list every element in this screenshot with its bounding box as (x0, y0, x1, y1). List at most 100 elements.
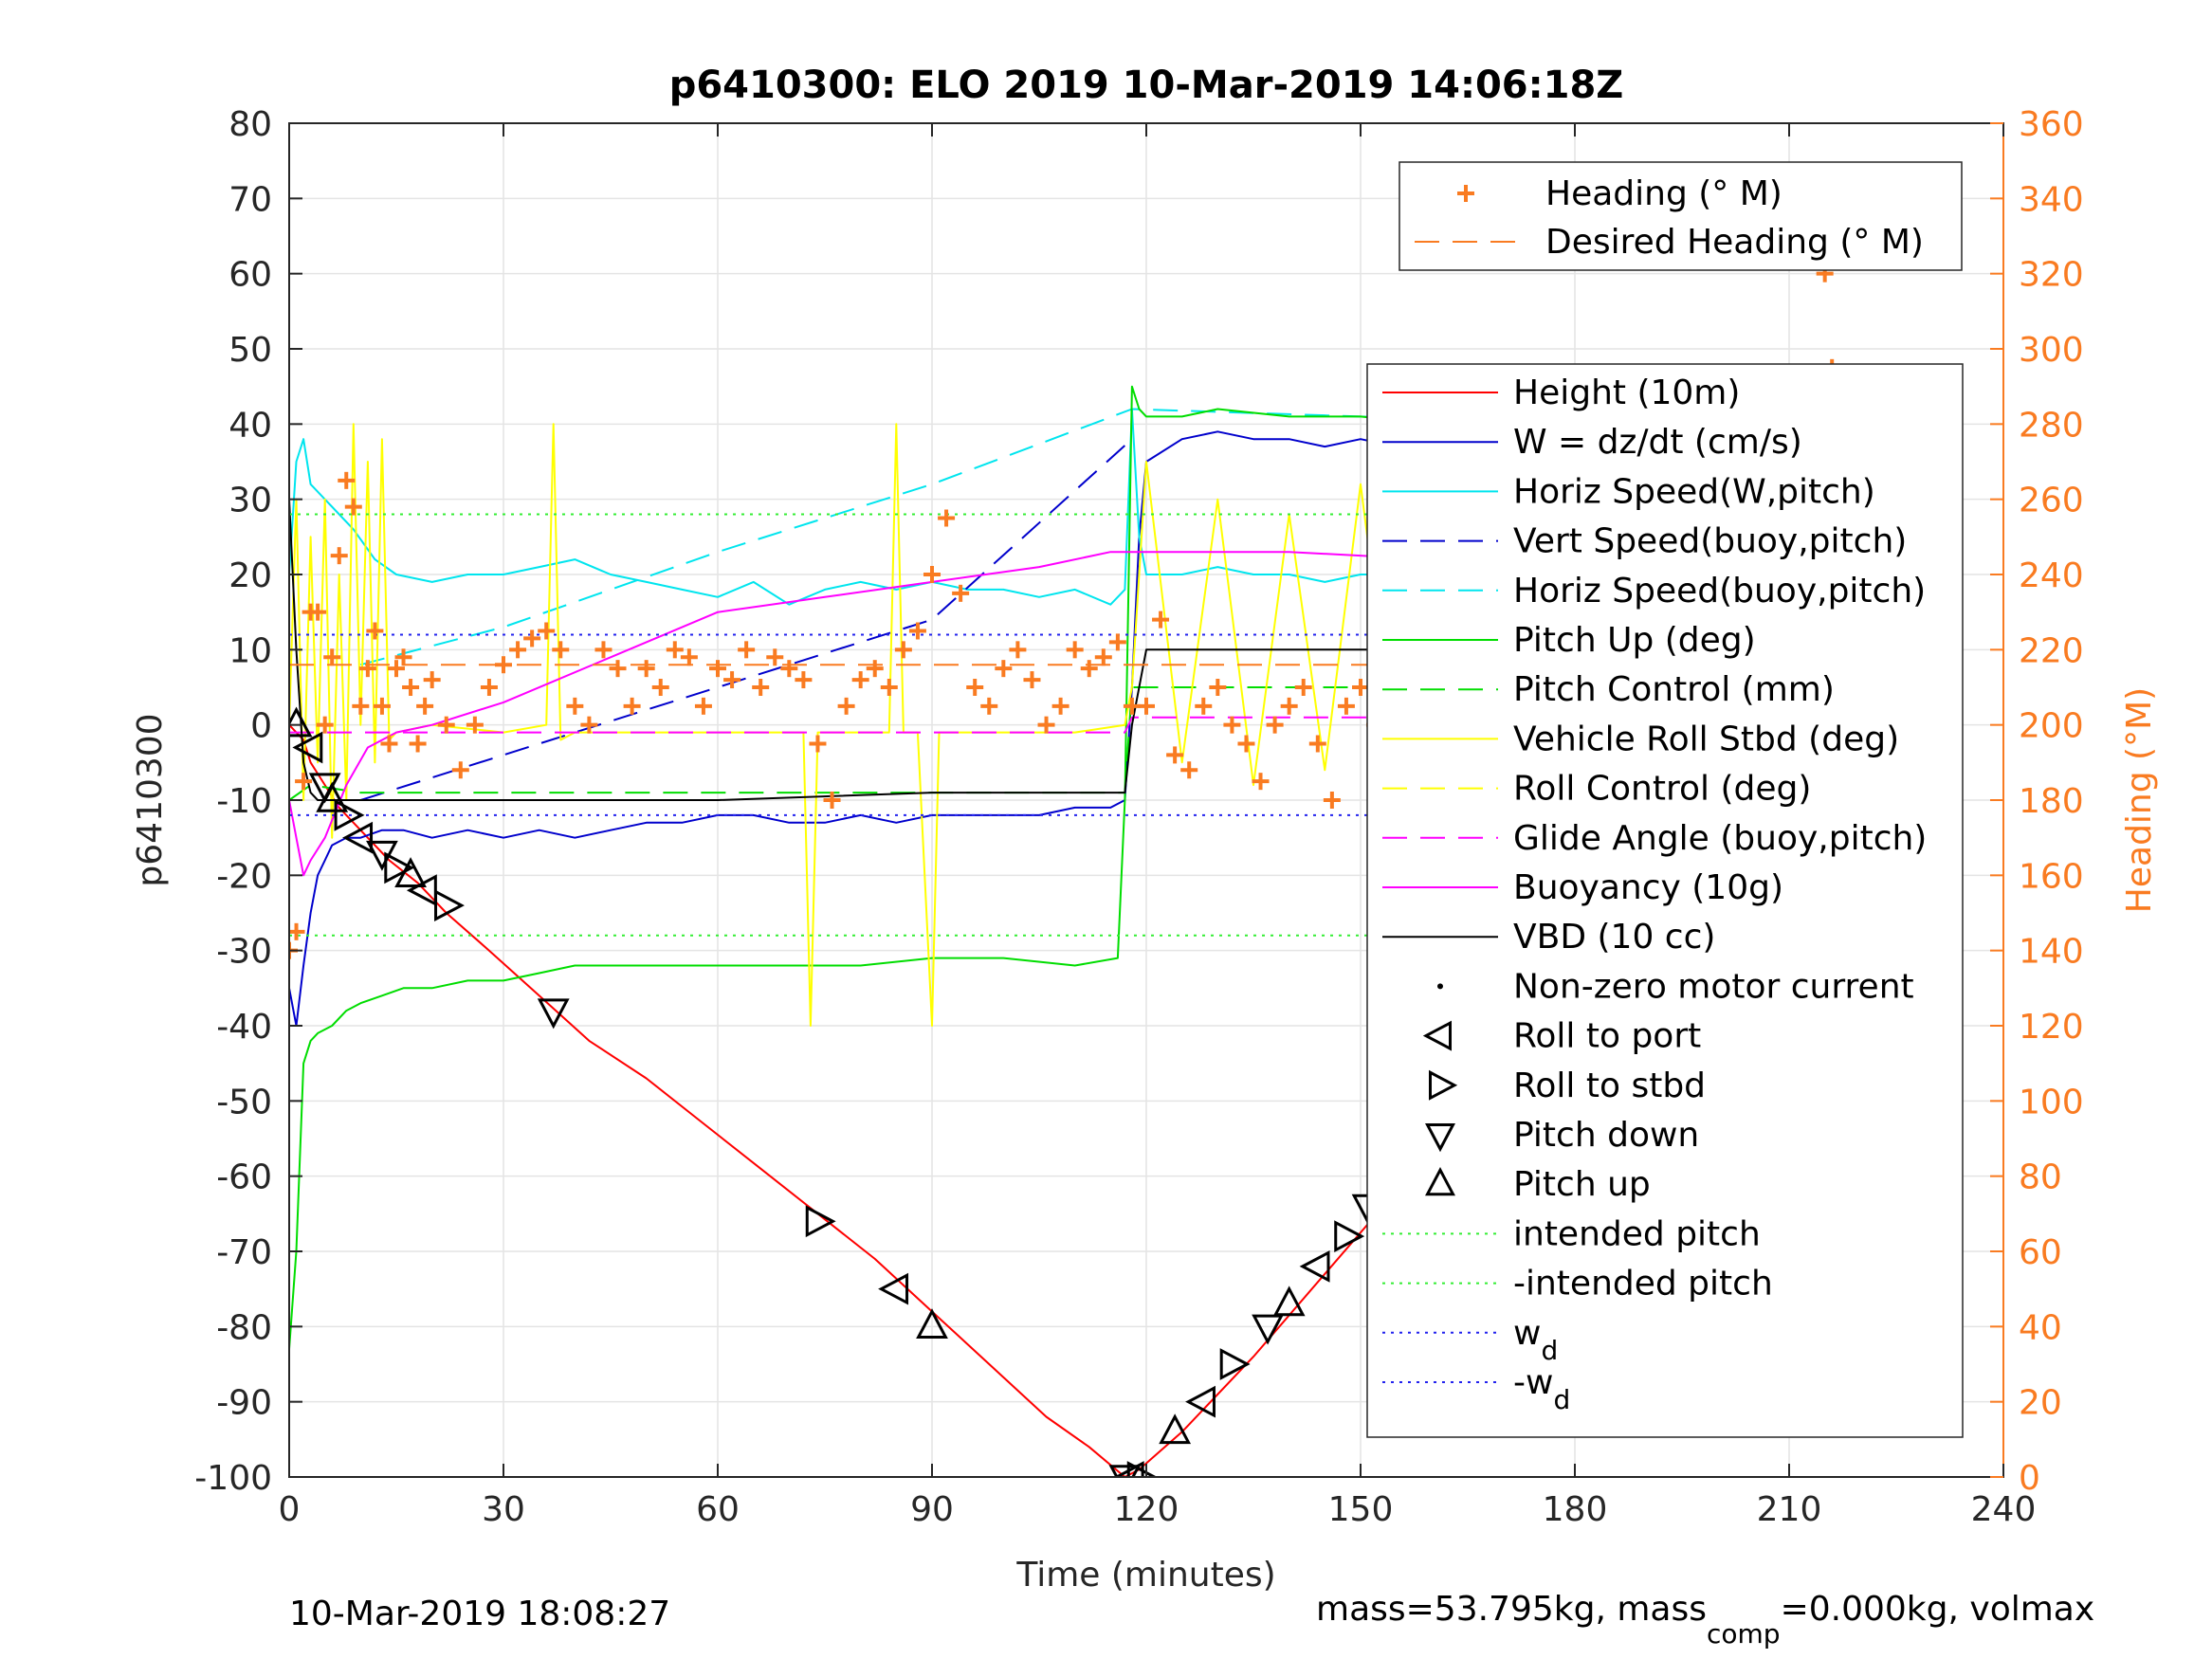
y-tick-label: -20 (216, 857, 272, 896)
x-axis-label: Time (minutes) (1015, 1556, 1275, 1595)
y2-tick-label: 40 (2019, 1308, 2062, 1347)
y2-tick-label: 160 (2019, 857, 2084, 896)
y2-tick-label: 180 (2019, 782, 2084, 821)
heading-point (851, 671, 869, 689)
heading-point (380, 735, 398, 753)
heading-point (1352, 679, 1369, 696)
heading-point (1066, 641, 1084, 659)
event-marker-right (434, 889, 465, 921)
heading-point (880, 679, 898, 696)
heading-point (437, 716, 455, 734)
heading-point (1294, 679, 1312, 696)
legend-label: Pitch up (1513, 1165, 1651, 1204)
event-marker-right (1334, 1220, 1365, 1253)
heading-point (1280, 697, 1298, 715)
heading-point (416, 697, 434, 715)
legend-label: Height (10m) (1513, 374, 1740, 412)
legend-label-sub: d (1553, 1384, 1570, 1415)
heading-point (966, 679, 984, 696)
heading-point (651, 679, 669, 696)
heading-point (1023, 671, 1041, 689)
heading-point (402, 679, 420, 696)
x-tick-label: 180 (1543, 1490, 1608, 1529)
y2-tick-label: 280 (2019, 406, 2084, 445)
heading-point (752, 679, 770, 696)
heading-point (709, 660, 726, 678)
event-marker-left (878, 1272, 909, 1305)
y2-tick-label: 140 (2019, 933, 2084, 972)
heading-point (894, 641, 912, 659)
y-axis-label: p6410300 (131, 713, 170, 886)
y2-tick-label: 360 (2019, 105, 2084, 144)
heading-point (409, 735, 427, 753)
legend-label: -intended pitch (1513, 1265, 1773, 1304)
y2-tick-label: 260 (2019, 482, 2084, 520)
legend-label-sub: d (1541, 1335, 1558, 1366)
heading-point (738, 641, 756, 659)
y-tick-label: -40 (216, 1008, 272, 1047)
legend-label: W = dz/dt (cm/s) (1513, 423, 1802, 462)
legend-heading: Heading (° M) Desired Heading (° M) (1398, 161, 1963, 271)
heading-point (1037, 716, 1055, 734)
legend-label: Vehicle Roll Stbd (deg) (1513, 720, 1899, 758)
legend-label: Roll Control (deg) (1513, 770, 1811, 809)
legend-label: Pitch down (1513, 1116, 1699, 1155)
heading-point (1223, 716, 1241, 734)
legend-sample (1425, 1166, 1455, 1196)
heading-point (289, 922, 305, 940)
heading-point (680, 648, 698, 666)
footer-date: 10-Mar-2019 18:08:27 (289, 1595, 670, 1633)
legend-sample (1429, 1069, 1458, 1101)
y2-tick-label: 0 (2019, 1459, 2040, 1498)
heading-point (1209, 679, 1227, 696)
heading-point (358, 660, 376, 678)
x-tick-label: 30 (482, 1490, 525, 1529)
y-tick-label: 80 (229, 105, 272, 144)
heading-point (1195, 697, 1213, 715)
heading-point (309, 603, 327, 621)
y-tick-label: 0 (250, 707, 272, 746)
heading-point (388, 660, 405, 678)
heading-point (523, 629, 541, 647)
y-tick-label: 60 (229, 256, 272, 295)
heading-point (923, 566, 941, 583)
heading-point (1180, 761, 1198, 779)
heading-point (295, 773, 313, 791)
x-tick-label: 120 (1114, 1490, 1179, 1529)
y2-axis-label: Heading (°M) (2120, 687, 2159, 913)
heading-point (1138, 697, 1155, 715)
y-tick-label: 50 (229, 331, 272, 370)
heading-point (466, 716, 484, 734)
y-tick-label: -10 (216, 782, 272, 821)
heading-point (837, 697, 855, 715)
legend-sample (1437, 983, 1443, 990)
x-tick-label: 0 (279, 1490, 301, 1529)
y-tick-label: 10 (229, 631, 272, 670)
event-marker-left (292, 731, 323, 764)
y-tick-label: -90 (216, 1384, 272, 1423)
heading-point (866, 660, 884, 678)
heading-point (366, 622, 384, 640)
x-tick-label: 90 (910, 1490, 954, 1529)
legend-label: Vert Speed(buoy,pitch) (1513, 522, 1907, 561)
y-tick-label: -50 (216, 1083, 272, 1121)
footer-mass-pre: mass=53.795kg, mass (1316, 1590, 1707, 1629)
heading-point (344, 498, 362, 516)
event-marker-up (394, 857, 427, 888)
heading-point (451, 761, 469, 779)
legend-label: Non-zero motor current (1513, 967, 1914, 1006)
y-tick-label: -60 (216, 1158, 272, 1197)
heading-point (423, 671, 441, 689)
heading-point (338, 471, 356, 489)
heading-point (809, 735, 827, 753)
x-tick-label: 60 (696, 1490, 740, 1529)
event-marker-up (316, 781, 349, 812)
heading-point (952, 584, 970, 602)
event-marker-right (334, 798, 365, 831)
heading-point (330, 547, 348, 565)
heading-point (1252, 773, 1270, 791)
event-marker-right (384, 851, 415, 884)
heading-point (666, 641, 684, 659)
heading-point (1094, 648, 1112, 666)
heading-point (316, 716, 334, 734)
